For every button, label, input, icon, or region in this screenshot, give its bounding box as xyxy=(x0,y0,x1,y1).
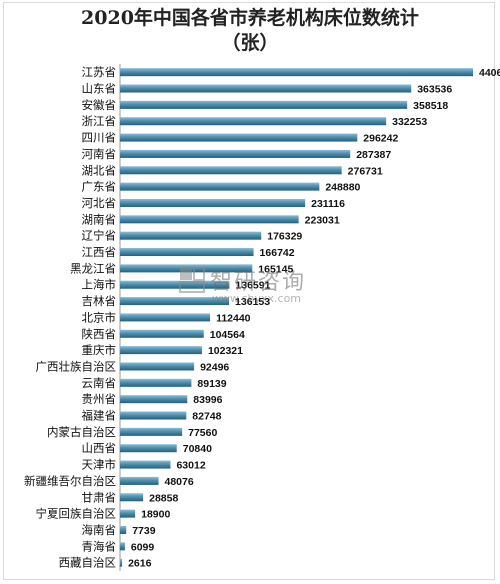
bar xyxy=(120,427,183,436)
category-label: 海南省 xyxy=(82,523,117,537)
bar xyxy=(120,558,123,567)
category-label: 上海市 xyxy=(82,278,117,292)
category-label: 山西省 xyxy=(82,441,117,455)
value-label: 63012 xyxy=(176,460,205,472)
bar xyxy=(120,133,358,142)
bar xyxy=(120,100,408,109)
bar xyxy=(120,117,387,126)
value-label: 440698 xyxy=(479,67,500,79)
bar xyxy=(120,231,262,240)
value-label: 18900 xyxy=(141,509,170,521)
bar xyxy=(120,248,254,257)
bar xyxy=(120,68,473,77)
category-label: 山东省 xyxy=(82,82,117,96)
bar xyxy=(120,280,230,289)
chart-title-line2: （张） xyxy=(221,32,279,54)
category-label: 北京市 xyxy=(82,310,117,324)
bar xyxy=(120,378,192,387)
category-label: 四川省 xyxy=(82,131,117,145)
bar xyxy=(120,84,412,93)
bar xyxy=(120,542,125,551)
value-label: 92496 xyxy=(200,361,229,373)
bar xyxy=(120,395,188,404)
chart-title-line1: 2020年中国各省市养老机构床位数统计 xyxy=(81,7,419,29)
value-label: 136591 xyxy=(235,280,270,292)
value-label: 332253 xyxy=(392,116,427,128)
bar xyxy=(120,525,127,534)
bar xyxy=(120,182,320,191)
value-label: 165145 xyxy=(258,263,293,275)
category-label: 新疆维吾尔自治区 xyxy=(24,474,116,488)
category-label: 内蒙古自治区 xyxy=(47,425,116,439)
value-label: 6099 xyxy=(131,541,155,553)
category-label: 西藏自治区 xyxy=(59,556,117,570)
category-label: 安徽省 xyxy=(82,98,117,112)
category-label: 辽宁省 xyxy=(82,229,117,243)
bar xyxy=(120,493,144,502)
value-label: 176329 xyxy=(267,231,302,243)
category-label: 浙江省 xyxy=(82,114,117,128)
category-label: 湖北省 xyxy=(82,163,117,177)
bar xyxy=(120,166,342,175)
value-label: 223031 xyxy=(305,214,340,226)
value-label: 83996 xyxy=(193,394,222,406)
category-label: 天津市 xyxy=(82,458,117,472)
bar xyxy=(120,509,136,518)
value-label: 7739 xyxy=(132,525,156,537)
category-label: 河北省 xyxy=(82,196,117,210)
bar xyxy=(120,264,253,273)
bar xyxy=(120,215,299,224)
value-label: 48076 xyxy=(165,476,194,488)
category-label: 广西壮族自治区 xyxy=(36,359,117,373)
category-label: 福建省 xyxy=(82,409,117,423)
category-label: 重庆市 xyxy=(82,343,117,357)
value-label: 276731 xyxy=(348,165,383,177)
value-label: 104564 xyxy=(210,329,245,341)
value-label: 296242 xyxy=(363,133,398,145)
value-label: 363536 xyxy=(417,84,452,96)
category-label: 江苏省 xyxy=(82,65,117,79)
bar xyxy=(120,297,230,306)
bar xyxy=(120,362,195,371)
category-label: 吉林省 xyxy=(82,294,117,308)
value-label: 28858 xyxy=(149,492,178,504)
category-label: 甘肃省 xyxy=(82,490,117,504)
bar xyxy=(120,411,187,420)
value-label: 287387 xyxy=(356,149,391,161)
category-label: 宁夏回族自治区 xyxy=(36,507,117,521)
value-label: 77560 xyxy=(188,427,217,439)
value-label: 2616 xyxy=(128,558,152,570)
value-label: 70840 xyxy=(183,443,212,455)
value-label: 231116 xyxy=(311,198,345,210)
value-label: 166742 xyxy=(260,247,295,259)
category-label: 湖南省 xyxy=(82,212,117,226)
value-label: 102321 xyxy=(208,345,243,357)
category-label: 贵州省 xyxy=(82,392,117,406)
chart-frame xyxy=(3,2,495,580)
category-label: 云南省 xyxy=(82,376,117,390)
value-label: 82748 xyxy=(192,411,221,423)
category-label: 青海省 xyxy=(82,539,117,553)
bar xyxy=(120,149,351,158)
value-label: 136153 xyxy=(235,296,270,308)
value-label: 89139 xyxy=(197,378,226,390)
category-label: 河南省 xyxy=(82,147,117,161)
bar xyxy=(120,476,159,485)
bar xyxy=(120,346,202,355)
bar xyxy=(120,198,306,207)
bar xyxy=(120,460,171,469)
category-label: 广东省 xyxy=(82,180,117,194)
chart-title: 2020年中国各省市养老机构床位数统计 （张） xyxy=(0,6,500,56)
value-label: 112440 xyxy=(216,312,251,324)
bar xyxy=(120,313,211,322)
bar xyxy=(120,444,177,453)
category-label: 黑龙江省 xyxy=(70,261,116,275)
category-label: 江西省 xyxy=(82,245,117,259)
value-label: 248880 xyxy=(325,182,360,194)
bar xyxy=(120,329,204,338)
category-label: 陕西省 xyxy=(82,327,117,341)
value-label: 358518 xyxy=(413,100,448,112)
